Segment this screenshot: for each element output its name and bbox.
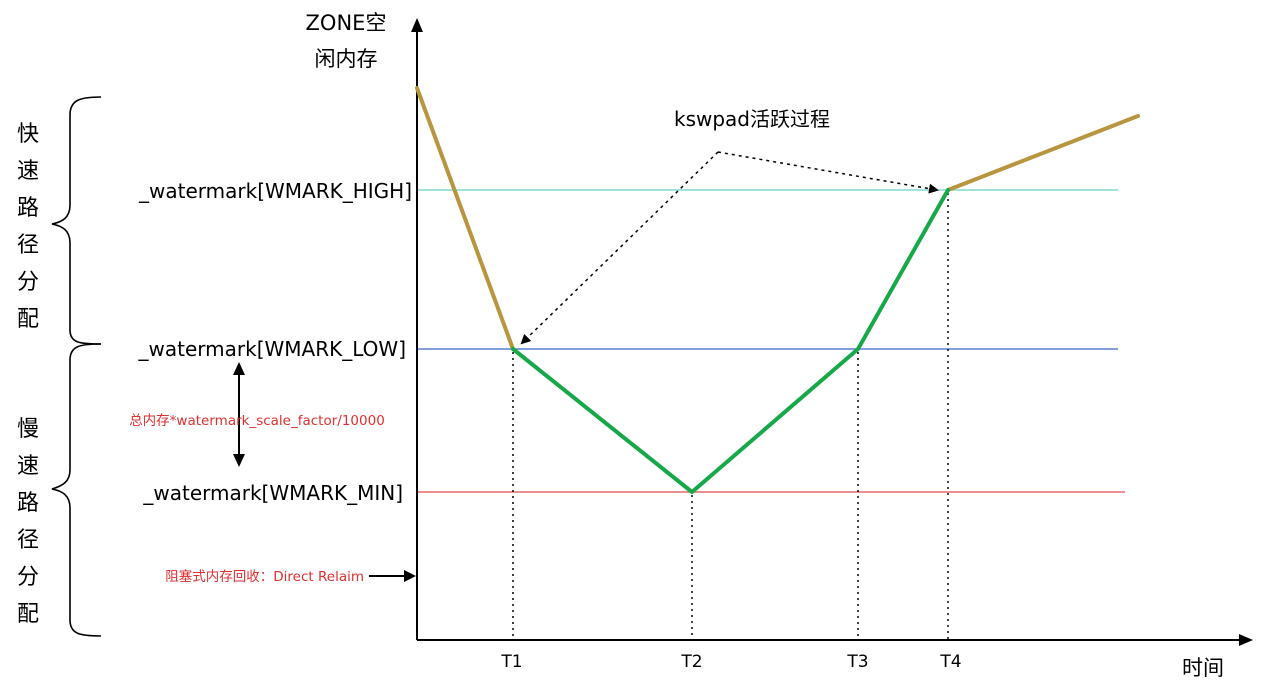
kswapd-curve <box>511 188 950 494</box>
tick-t3: T3 <box>846 652 868 672</box>
kswapd-arrow-left <box>520 151 719 345</box>
wmark-low-label: _watermark[WMARK_LOW] <box>138 337 406 361</box>
y-axis-title-line2: 闲内存 <box>315 47 378 71</box>
slow-path-brace <box>51 343 102 637</box>
fast-path-char-3: 路 <box>17 196 39 221</box>
x-axis-title: 时间 <box>1182 656 1224 680</box>
gap-arrow-up-head <box>233 362 245 375</box>
direct-reclaim-arrow-head <box>404 570 416 582</box>
slow-path-char-3: 路 <box>17 491 39 516</box>
fast-path-char-4: 径 <box>17 233 39 258</box>
memory-curve-rise <box>946 114 1140 192</box>
gap-arrow-down-head <box>233 454 245 467</box>
fast-path-char-6: 配 <box>17 307 39 332</box>
x-axis-arrow <box>1239 634 1253 646</box>
tick-t2: T2 <box>680 652 702 672</box>
wmark-high-label: _watermark[WMARK_HIGH] <box>138 179 412 203</box>
memory-curve-drop <box>415 86 515 351</box>
wmark-min-label: _watermark[WMARK_MIN] <box>142 481 403 505</box>
fast-path-brace <box>51 96 102 345</box>
y-axis-title-line1: ZONE空 <box>306 11 387 35</box>
fast-path-char-1: 快 <box>17 122 39 147</box>
y-axis-arrow <box>411 18 423 32</box>
gap-label: 总内存*watermark_scale_factor/10000 <box>129 413 385 429</box>
slow-path-char-1: 慢 <box>17 417 39 442</box>
kswapd-label: kswpad活跃过程 <box>674 107 830 131</box>
direct-reclaim-label: 阻塞式内存回收：Direct Relaim <box>165 568 364 585</box>
slow-path-char-5: 分 <box>17 565 39 590</box>
fast-path-char-5: 分 <box>17 270 39 295</box>
tick-t4: T4 <box>939 652 961 672</box>
kswapd-arrow-right <box>717 151 939 194</box>
slow-path-char-2: 速 <box>17 454 39 479</box>
fast-path-char-2: 速 <box>17 159 39 184</box>
slow-path-char-4: 径 <box>17 528 39 553</box>
tick-t1: T1 <box>500 652 522 672</box>
slow-path-char-6: 配 <box>17 602 39 627</box>
